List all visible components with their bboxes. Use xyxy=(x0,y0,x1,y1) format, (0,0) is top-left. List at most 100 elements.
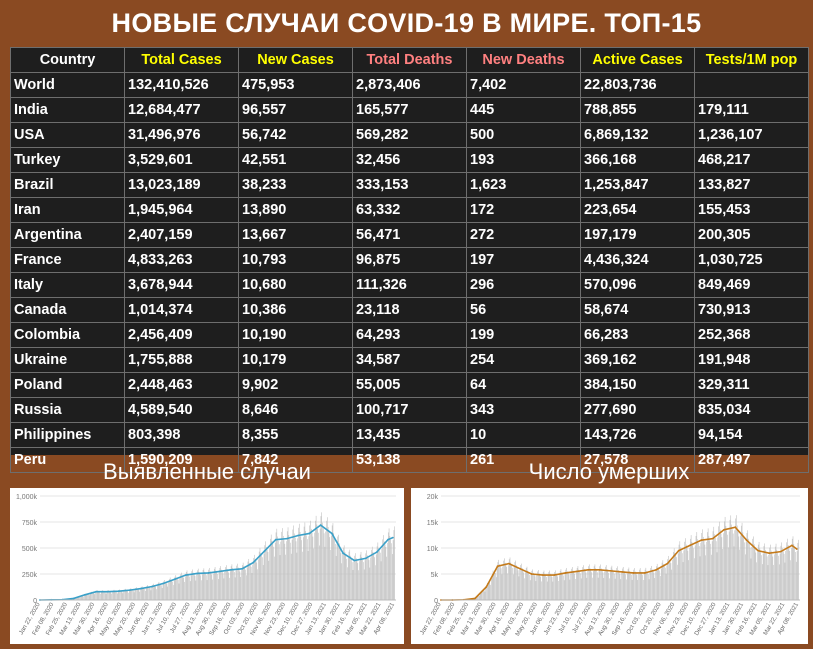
daily-bar xyxy=(246,567,248,600)
daily-bar xyxy=(296,552,298,600)
daily-bar xyxy=(348,551,350,600)
value-cell: 296 xyxy=(466,272,581,298)
daily-bar xyxy=(776,549,778,600)
table-row: Italy 3,678,944 10,680 111,326 296 570,096 849… xyxy=(10,272,809,298)
y-tick-label: 10k xyxy=(427,546,439,553)
daily-bar xyxy=(164,580,165,600)
average-point xyxy=(677,549,680,552)
average-point xyxy=(745,539,748,542)
daily-bar xyxy=(239,571,241,600)
daily-bar xyxy=(234,577,236,600)
daily-bar xyxy=(248,558,250,600)
daily-bar xyxy=(637,579,639,600)
daily-bar xyxy=(510,562,512,600)
daily-bar xyxy=(355,558,357,600)
daily-bar xyxy=(568,574,570,600)
daily-bar xyxy=(161,585,162,600)
daily-bar xyxy=(254,558,256,600)
y-tick-label: 20k xyxy=(427,494,439,501)
daily-bar xyxy=(605,566,606,600)
value-cell: 384,150 xyxy=(580,372,695,398)
daily-bar xyxy=(190,575,192,600)
daily-bar xyxy=(726,530,727,600)
daily-bar xyxy=(207,574,209,600)
daily-bar xyxy=(760,552,761,600)
daily-bar xyxy=(507,573,508,600)
daily-bar xyxy=(217,573,218,600)
daily-bar xyxy=(479,595,480,600)
daily-bar xyxy=(274,556,275,600)
daily-bar xyxy=(575,579,576,600)
daily-bar xyxy=(329,537,331,600)
daily-bar xyxy=(161,588,163,600)
daily-bar xyxy=(375,565,376,600)
daily-bar xyxy=(609,578,610,600)
daily-bar xyxy=(527,570,529,600)
daily-bar xyxy=(504,558,505,600)
column-header: New Deaths xyxy=(466,47,581,73)
daily-bar xyxy=(533,572,534,600)
daily-bar xyxy=(719,529,721,600)
daily-bar xyxy=(200,575,201,600)
daily-bar xyxy=(257,569,258,600)
daily-bar xyxy=(733,546,735,600)
daily-bar xyxy=(244,568,246,600)
daily-bar xyxy=(786,542,787,600)
value-cell: 64,293 xyxy=(352,322,467,348)
daily-bar xyxy=(364,560,366,600)
value-cell: 132,410,526 xyxy=(124,72,239,98)
daily-bar xyxy=(181,575,183,600)
daily-bar xyxy=(311,528,312,600)
daily-bar xyxy=(558,580,559,600)
daily-bar xyxy=(308,536,310,600)
daily-bar xyxy=(501,574,503,600)
daily-bar xyxy=(488,582,490,600)
daily-bar xyxy=(178,583,180,600)
daily-bar xyxy=(314,532,315,600)
daily-bar xyxy=(610,567,612,600)
average-point xyxy=(791,544,793,547)
daily-bar xyxy=(306,535,307,600)
value-cell: 53,138 xyxy=(352,447,467,473)
daily-bar xyxy=(531,570,533,600)
daily-bar xyxy=(548,572,550,600)
daily-bar xyxy=(215,570,217,600)
daily-bar xyxy=(121,591,123,600)
daily-bar xyxy=(545,575,546,600)
daily-bar xyxy=(673,548,675,600)
daily-bar xyxy=(97,591,99,600)
daily-bar xyxy=(138,589,140,600)
value-cell: 329,311 xyxy=(694,372,809,398)
daily-bar xyxy=(578,569,580,600)
daily-bar xyxy=(227,570,229,600)
daily-bar xyxy=(115,591,116,600)
daily-bar xyxy=(595,568,597,600)
daily-bar xyxy=(550,575,552,600)
daily-bar xyxy=(768,554,770,600)
table-row: Colombia 2,456,409 10,190 64,293 199 66,283 25… xyxy=(10,322,809,348)
daily-bar xyxy=(284,543,286,600)
daily-bar xyxy=(652,569,653,600)
daily-bar xyxy=(535,581,537,600)
column-header: Active Cases xyxy=(580,47,695,73)
stats-table-container: Country Total Cases New Cases Total Deaths N… xyxy=(10,47,809,473)
daily-bar xyxy=(258,551,260,600)
daily-bar xyxy=(477,596,478,600)
value-cell: 23,118 xyxy=(352,297,467,323)
daily-bar xyxy=(277,536,278,600)
daily-bar xyxy=(778,555,779,600)
daily-bar xyxy=(373,554,375,600)
daily-bar xyxy=(798,539,799,600)
daily-bar xyxy=(797,542,799,600)
daily-bar xyxy=(735,518,736,600)
daily-bar xyxy=(353,561,355,600)
average-point xyxy=(632,572,635,574)
daily-bar xyxy=(281,531,282,600)
daily-bar xyxy=(756,562,757,600)
value-cell: 1,030,725 xyxy=(694,247,809,273)
daily-bar xyxy=(383,535,384,600)
daily-bar xyxy=(649,572,651,600)
daily-bar xyxy=(767,565,769,600)
daily-bar xyxy=(347,558,349,600)
daily-bar xyxy=(189,581,191,600)
